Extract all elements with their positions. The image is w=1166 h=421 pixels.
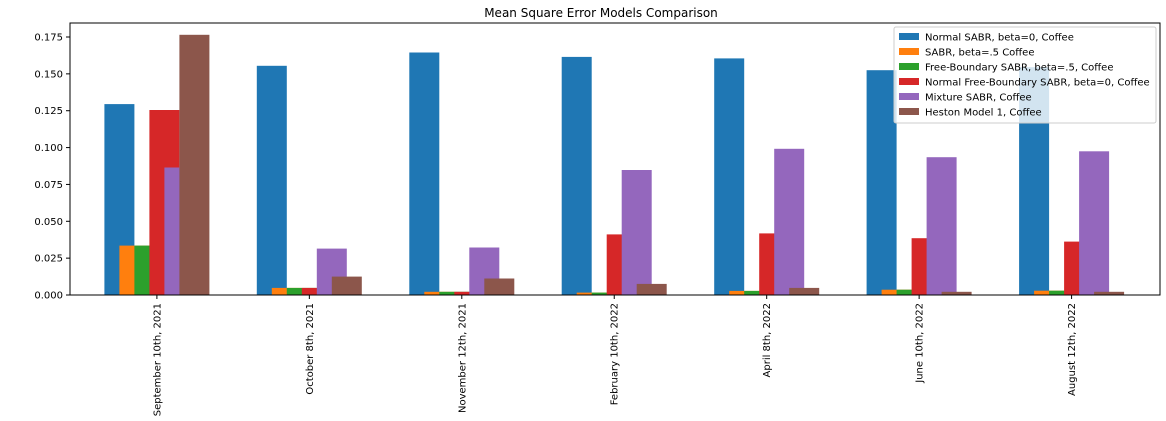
- y-tick-label: 0.150: [34, 69, 63, 80]
- bar: [561, 56, 592, 296]
- bar: [774, 148, 805, 295]
- chart-title: Mean Square Error Models Comparison: [484, 6, 718, 20]
- bar: [256, 65, 287, 295]
- bar: [1094, 291, 1125, 295]
- legend-swatch: [899, 78, 919, 85]
- bar: [621, 170, 652, 295]
- bars-layer: [104, 34, 1125, 296]
- y-tick-label: 0.050: [34, 217, 63, 228]
- bar: [409, 52, 440, 295]
- legend-label: Normal Free-Boundary SABR, beta=0, Coffe…: [925, 78, 1150, 89]
- y-tick-label: 0.075: [34, 180, 63, 191]
- bar: [484, 278, 515, 295]
- bar: [179, 34, 210, 296]
- legend-label: Normal SABR, beta=0, Coffee: [925, 33, 1074, 44]
- x-tick-label: October 8th, 2021: [305, 303, 316, 395]
- x-tick-label: September 10th, 2021: [152, 303, 163, 416]
- legend-label: Free-Boundary SABR, beta=.5, Coffee: [925, 63, 1113, 74]
- y-tick-label: 0.125: [34, 106, 63, 117]
- bar: [331, 276, 362, 295]
- x-tick-label: February 10th, 2022: [610, 303, 621, 405]
- x-tick-label: April 8th, 2022: [762, 303, 773, 377]
- legend-label: SABR, beta=.5 Coffee: [925, 48, 1034, 59]
- legend-swatch: [899, 93, 919, 100]
- bar: [866, 70, 897, 295]
- bar: [926, 157, 957, 295]
- bar: [941, 291, 972, 295]
- legend-label: Mixture SABR, Coffee: [925, 93, 1032, 104]
- legend-label: Heston Model 1, Coffee: [925, 108, 1042, 119]
- bar: [1079, 151, 1110, 295]
- x-tick-label: June 10th, 2022: [915, 303, 926, 384]
- y-tick-label: 0.000: [34, 291, 63, 302]
- legend-swatch: [899, 33, 919, 40]
- y-tick-label: 0.025: [34, 254, 63, 265]
- x-tick-label: August 12th, 2022: [1067, 303, 1078, 396]
- legend-swatch: [899, 48, 919, 55]
- plot-frame: [69, 22, 1161, 296]
- legend-swatch: [899, 63, 919, 70]
- bar: [789, 287, 820, 295]
- legend-box: [893, 26, 1157, 124]
- bar: [714, 58, 745, 296]
- legend: Normal SABR, beta=0, Coffee SABR, beta=.5…: [893, 26, 1157, 124]
- bar: [636, 283, 667, 295]
- x-tick-label: November 12th, 2021: [457, 303, 468, 413]
- y-tick-label: 0.100: [34, 143, 63, 154]
- y-axis: 0.000 0.025 0.050 0.075 0.100 0.125 0.150 0.175: [34, 33, 70, 302]
- legend-swatch: [899, 108, 919, 115]
- y-tick-label: 0.175: [34, 33, 63, 44]
- x-axis: September 10th, 2021 October 8th, 2021 Nov…: [152, 295, 1078, 416]
